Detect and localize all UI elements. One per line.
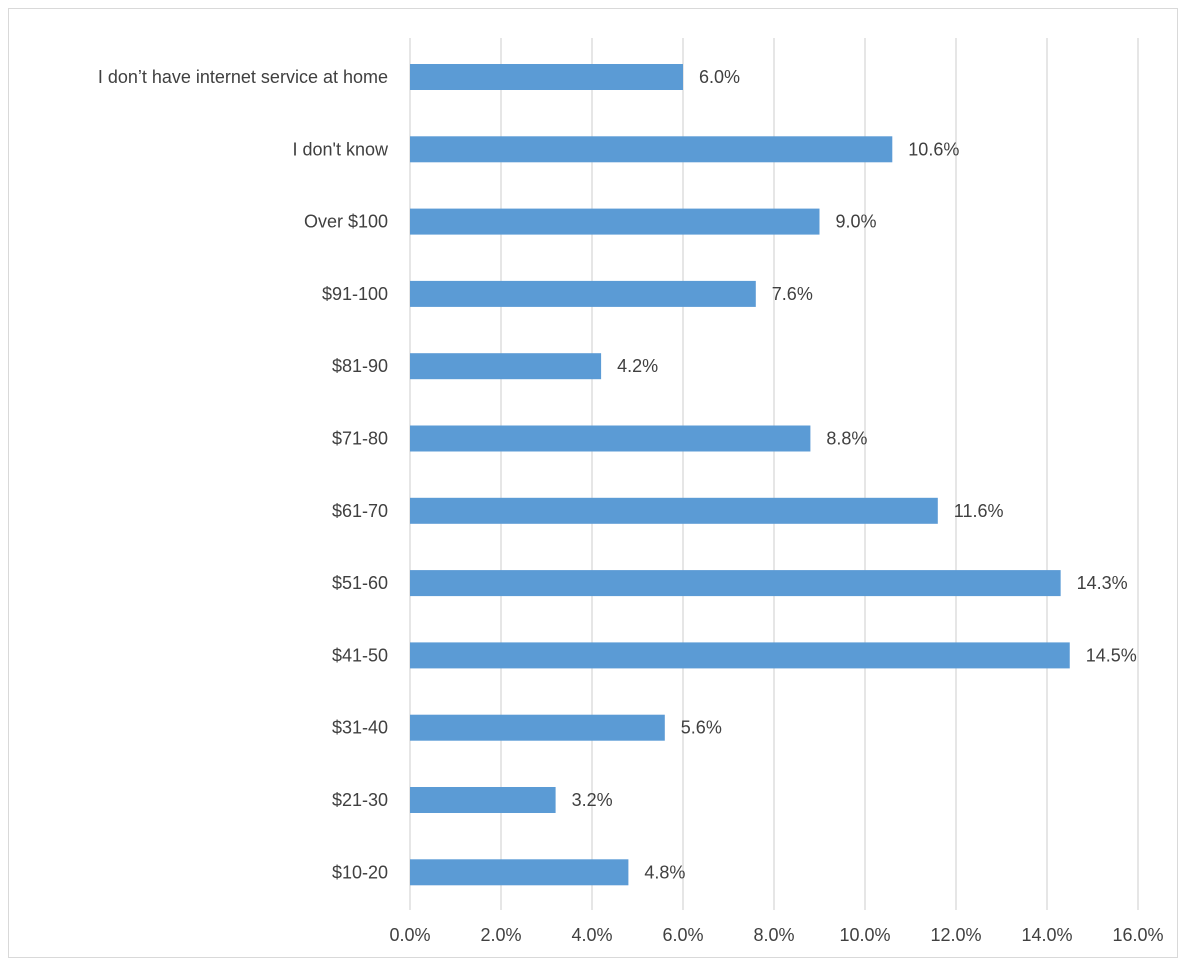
bar <box>410 787 556 813</box>
chart-frame <box>8 8 1178 958</box>
data-label: 5.6% <box>681 718 722 738</box>
bar <box>410 425 811 452</box>
data-label: 4.8% <box>644 862 685 882</box>
data-label: 14.3% <box>1077 573 1128 593</box>
x-tick-label: 4.0% <box>571 925 612 945</box>
x-tick-label: 8.0% <box>753 925 794 945</box>
x-tick-label: 10.0% <box>839 925 890 945</box>
category-label: $61-70 <box>332 501 388 521</box>
category-label: I don't know <box>293 139 389 159</box>
data-label: 11.6% <box>954 501 1004 521</box>
x-tick-label: 12.0% <box>930 925 981 945</box>
category-labels: I don’t have internet service at home I d… <box>98 67 389 882</box>
bar <box>410 859 629 886</box>
category-label: $91-100 <box>322 284 388 304</box>
category-label: $10-20 <box>332 862 388 882</box>
x-tick-label: 0.0% <box>389 925 430 945</box>
bar <box>410 64 683 90</box>
bar <box>410 208 820 235</box>
x-tick-label: 2.0% <box>480 925 521 945</box>
bar <box>410 136 893 163</box>
x-tick-label: 14.0% <box>1021 925 1072 945</box>
x-tick-label: 6.0% <box>662 925 703 945</box>
bar <box>410 642 1070 669</box>
category-label: $41-50 <box>332 645 388 665</box>
category-label: $31-40 <box>332 718 388 738</box>
data-label: 9.0% <box>836 212 877 232</box>
data-label: 3.2% <box>572 790 613 810</box>
data-label: 14.5% <box>1086 645 1137 665</box>
data-label: 10.6% <box>908 139 959 159</box>
category-label: $71-80 <box>332 429 388 449</box>
bars <box>410 64 1070 886</box>
category-label: $51-60 <box>332 573 388 593</box>
bar <box>410 714 665 741</box>
category-label: $81-90 <box>332 356 388 376</box>
data-label: 6.0% <box>699 67 740 87</box>
data-label: 4.2% <box>617 356 658 376</box>
category-label: $21-30 <box>332 790 388 810</box>
data-label: 8.8% <box>826 429 867 449</box>
bar <box>410 280 756 307</box>
bar <box>410 497 938 524</box>
data-label: 7.6% <box>772 284 813 304</box>
data-labels: 6.0% 10.6% 9.0% 7.6% 4.2% 8.8% 11.6% 14.3% 14.5%… <box>572 67 1137 882</box>
bar <box>410 353 602 380</box>
category-label: Over $100 <box>304 212 388 232</box>
x-axis-tick-labels: 0.0% 2.0% 4.0% 6.0% 8.0% 10.0% 12.0% 14.0% 16.0% <box>389 925 1163 945</box>
gridlines <box>409 38 1139 910</box>
bar <box>410 570 1061 597</box>
category-label: I don’t have internet service at home <box>98 67 388 87</box>
x-tick-label: 16.0% <box>1112 925 1163 945</box>
